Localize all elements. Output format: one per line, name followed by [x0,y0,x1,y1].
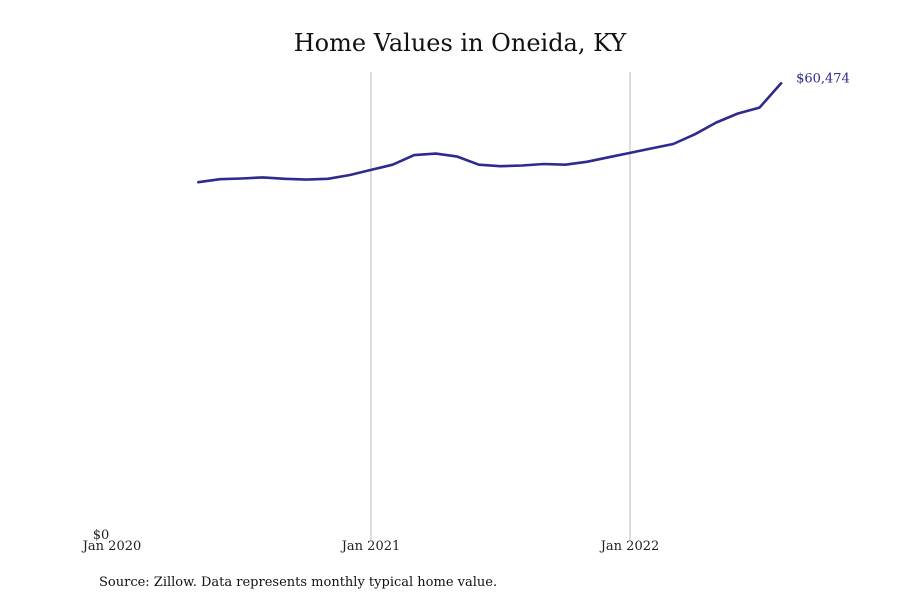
x-axis-ticks: Jan 2020 Jan 2021 Jan 2022 [81,539,660,554]
x-tick-label: Jan 2020 [81,539,142,554]
home-value-line [197,82,783,184]
source-note: Source: Zillow. Data represents monthly … [99,575,497,590]
end-value-label: $60,474 [796,71,850,86]
chart-title: Home Values in Oneida, KY [294,29,628,57]
x-tick-label: Jan 2021 [340,539,401,554]
gridlines [370,72,631,540]
x-tick-label: Jan 2022 [599,539,660,554]
y-tick-label-zero: $0 [93,528,110,543]
